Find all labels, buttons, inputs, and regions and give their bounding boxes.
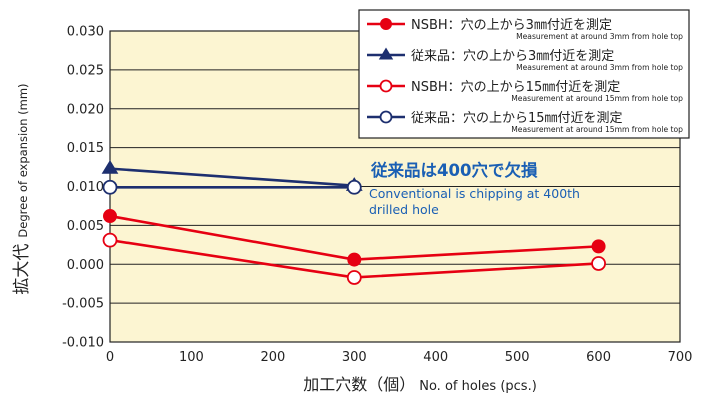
annotation: 従来品は400穴で欠損 Conventional is chipping at … — [369, 160, 580, 217]
legend-sublabel: Measurement at around 15mm from hole top — [511, 125, 683, 134]
series-line — [109, 167, 355, 188]
legend-label: NSBH：穴の上から3㎜付近を測定 — [411, 18, 612, 33]
data-point — [591, 256, 606, 271]
x-tick-label: 0 — [106, 350, 114, 365]
data-point — [591, 239, 606, 254]
y-tick-label: 0.015 — [67, 141, 104, 156]
data-point — [102, 232, 118, 248]
x-tick-label: 400 — [423, 350, 448, 365]
legend-label: 従来品：穴の上から15㎜付近を測定 — [411, 111, 623, 126]
legend-marker — [380, 18, 392, 30]
data-point — [103, 209, 117, 224]
data-point — [102, 179, 118, 195]
legend-sublabel: Measurement at around 15mm from hole top — [511, 94, 683, 103]
x-tick-label: 300 — [342, 350, 367, 365]
series-lines — [101, 159, 606, 285]
y-tick-label: -0.005 — [62, 297, 104, 312]
data-point — [346, 270, 362, 285]
y-tick-label: 0.025 — [67, 63, 104, 78]
data-point — [346, 179, 362, 195]
y-tick-label: 0.010 — [67, 180, 104, 195]
legend-box — [358, 9, 690, 139]
legend-sublabel: Measurement at around 3mm from hole top — [516, 32, 683, 41]
y-tick-label: 0.000 — [67, 258, 104, 273]
legend-sublabel: Measurement at around 3mm from hole top — [516, 63, 683, 72]
x-tick-label: 700 — [668, 350, 693, 365]
y-axis-label: 拡大代Degree of expansion (mm) — [12, 83, 32, 294]
x-axis-label: 加工穴数（個） No. of holes (pcs.) — [303, 375, 537, 394]
legend-marker — [378, 47, 394, 60]
legend-marker — [379, 110, 393, 124]
annotation-sub-line-1: Conventional is chipping at 400th — [369, 186, 580, 201]
x-tick-labels: 0 100 200 300 400 500 600 700 — [106, 350, 693, 365]
y-tick-label: 0.020 — [67, 102, 104, 117]
series-3 — [102, 232, 606, 285]
x-tick-label: 100 — [179, 350, 204, 365]
data-point — [101, 159, 119, 174]
x-tick-label: 500 — [505, 350, 530, 365]
legend-label: 従来品：穴の上から3㎜付近を測定 — [411, 49, 614, 64]
x-tick-label: 600 — [586, 350, 611, 365]
y-tick-label: 0.030 — [67, 25, 104, 40]
series-1 — [103, 209, 606, 267]
legend-label: NSBH：穴の上から15㎜付近を測定 — [411, 80, 620, 95]
legend-marker — [379, 79, 393, 93]
y-tick-label: -0.010 — [62, 336, 104, 351]
x-tick-label: 200 — [260, 350, 285, 365]
y-tick-label: 0.005 — [67, 219, 104, 234]
series-4 — [102, 179, 362, 195]
annotation-sub-line-2: drilled hole — [369, 202, 439, 217]
data-point — [347, 252, 362, 267]
annotation-main: 従来品は400穴で欠損 — [370, 160, 538, 180]
y-tick-labels: 0.030 0.025 0.020 0.015 0.010 0.005 0.000 -0.00… — [62, 25, 104, 351]
